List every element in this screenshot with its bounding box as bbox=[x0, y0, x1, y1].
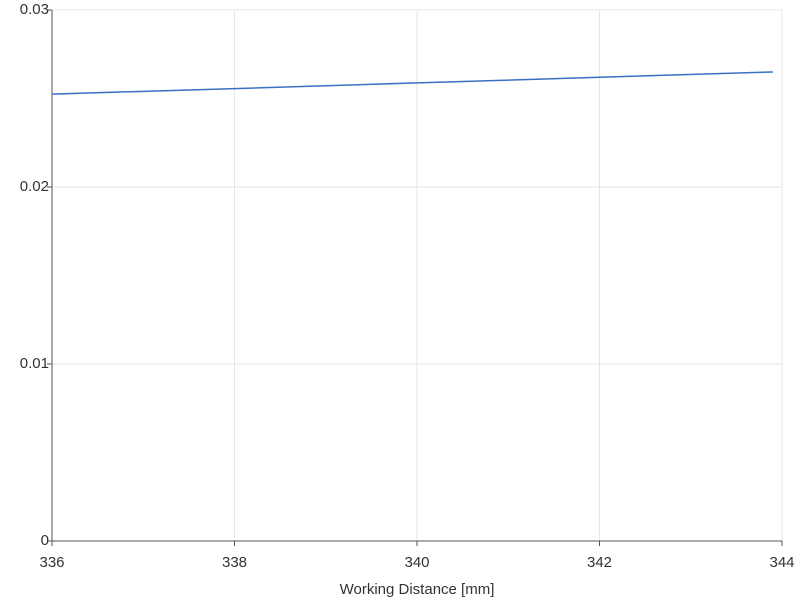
x-axis-label: Working Distance [mm] bbox=[340, 581, 495, 598]
x-tick-label: 338 bbox=[222, 554, 247, 571]
data-line bbox=[51, 71, 773, 95]
y-tick-label: 0.02 bbox=[20, 178, 49, 195]
x-tick-label: 344 bbox=[769, 554, 794, 571]
x-tick-label: 340 bbox=[404, 554, 429, 571]
x-tick-label: 342 bbox=[587, 554, 612, 571]
y-tick-label: 0 bbox=[41, 532, 49, 549]
y-tick-label: 0.03 bbox=[20, 1, 49, 18]
x-tick-label: 336 bbox=[39, 554, 64, 571]
y-tick-label: 0.01 bbox=[20, 355, 49, 372]
